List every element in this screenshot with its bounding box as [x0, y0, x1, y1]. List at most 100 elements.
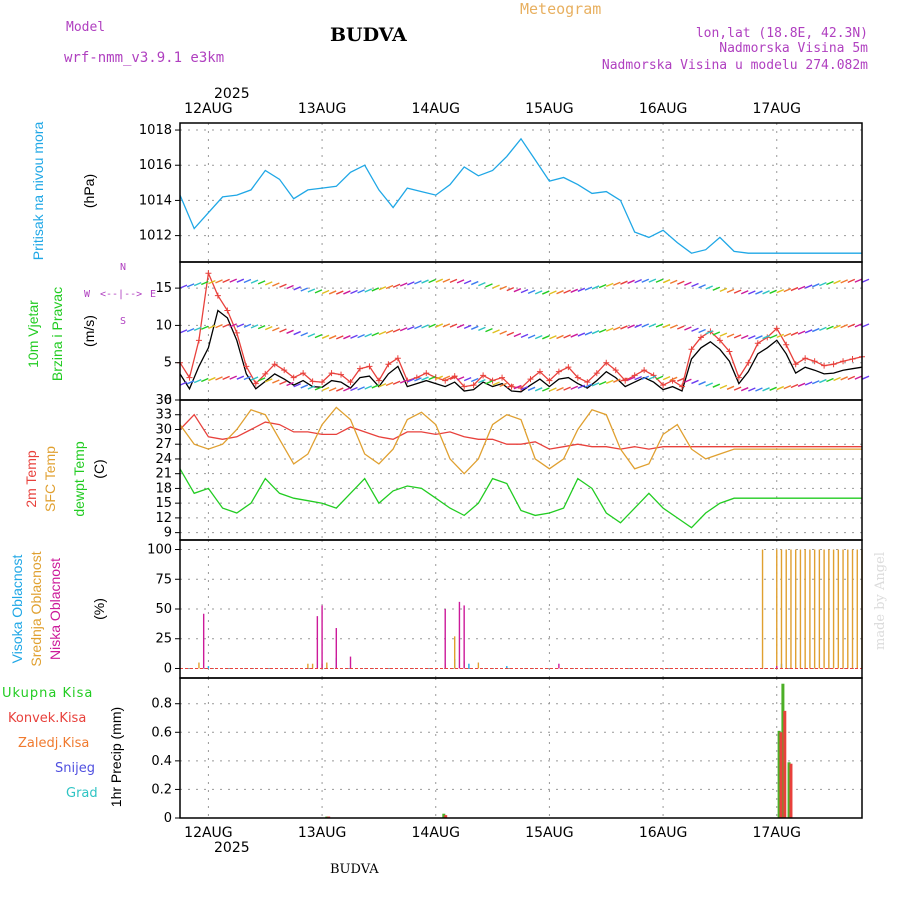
- wind-barb: [605, 379, 614, 385]
- wind-barb: [598, 328, 607, 334]
- wind-barb: [222, 278, 230, 284]
- wind-barb: [563, 334, 571, 339]
- grid-layer: [180, 123, 862, 819]
- wind-barb: [243, 323, 252, 328]
- wind-barb: [719, 287, 728, 293]
- footer-station: BUDVA: [330, 862, 379, 877]
- wind-barb: [435, 375, 444, 380]
- wind-barb: [257, 280, 266, 285]
- compass-w: W: [84, 289, 91, 300]
- wind-barb: [421, 324, 429, 329]
- axis-labels: 1012101410161018051015912151821242730333…: [139, 101, 801, 841]
- gust-marker: [290, 374, 297, 381]
- wind-barb: [186, 327, 195, 333]
- lonlat-label: lon,lat (18.8E, 42.3N): [695, 26, 868, 41]
- gust-marker: [536, 368, 543, 375]
- wind-barb: [740, 334, 749, 340]
- wind-barb: [605, 282, 614, 288]
- bar-srednja-oblacnost: [780, 549, 783, 669]
- wind-barb: [499, 382, 507, 388]
- wind-barb: [698, 328, 706, 334]
- wind-barb: [534, 290, 543, 295]
- wind-barb: [343, 387, 351, 392]
- gust-marker: [461, 383, 468, 390]
- wind-barb: [797, 285, 806, 290]
- wind-barb: [314, 386, 323, 391]
- wind-barb: [662, 279, 671, 284]
- wind-barb: [414, 377, 422, 382]
- wind-barb: [613, 281, 621, 286]
- wind-barb: [620, 280, 628, 285]
- wind-barb: [328, 335, 337, 340]
- wind-barb: [293, 286, 301, 291]
- y-tick-label: 0: [164, 393, 172, 408]
- bar-srednja-oblacnost: [832, 549, 835, 669]
- wind-barb: [648, 278, 657, 283]
- wind-barb: [854, 323, 863, 328]
- wind-barb: [250, 376, 259, 381]
- wind-barb: [847, 278, 856, 284]
- gust-marker: [679, 383, 686, 390]
- bar-ukupna-kisa: [442, 813, 446, 818]
- wind-barb: [215, 376, 223, 381]
- wind-barb: [385, 329, 394, 334]
- gust-marker: [224, 307, 231, 314]
- wind-barb: [463, 376, 472, 382]
- wind-barb: [435, 323, 444, 328]
- wind-barb: [819, 281, 827, 287]
- wind-barb: [236, 278, 245, 283]
- gust-marker: [821, 362, 828, 369]
- wind-barb: [691, 282, 699, 288]
- wind-barb: [186, 380, 195, 385]
- gust-marker: [271, 361, 278, 368]
- wind-barb: [634, 323, 642, 329]
- wind-barb: [627, 324, 635, 329]
- wind-barb: [321, 289, 330, 295]
- wind-barb: [371, 384, 380, 389]
- wind-barb: [584, 383, 593, 388]
- gust-marker: [716, 337, 723, 344]
- gust-marker: [356, 365, 363, 372]
- gust-marker: [527, 376, 534, 383]
- bar-ukupna-kisa: [777, 730, 781, 818]
- panel-frame-pressure: [179, 122, 863, 263]
- station-title: BUDVA: [330, 24, 407, 46]
- wind-barb: [328, 290, 337, 295]
- bar-srednja-oblacnost: [311, 663, 314, 669]
- wind-barb: [399, 282, 408, 287]
- wind-barb: [350, 289, 358, 295]
- bar-konvek-kisa: [779, 732, 783, 818]
- wind-barb: [662, 323, 671, 329]
- bar-srednja-oblacnost: [799, 549, 802, 669]
- y-tick-label: 24: [155, 452, 172, 467]
- wind-barb: [286, 381, 294, 387]
- gust-marker: [423, 370, 430, 377]
- wind-barb: [840, 376, 848, 381]
- wind-barb: [698, 284, 706, 289]
- wind-barb: [442, 278, 451, 283]
- wind-barb: [478, 282, 486, 287]
- wind-barb: [492, 329, 500, 334]
- wind-barb: [776, 288, 785, 294]
- gust-marker: [375, 377, 382, 384]
- wind-barb: [470, 377, 479, 383]
- bar-srednja-oblacnost: [809, 549, 811, 669]
- gust-marker: [745, 359, 752, 366]
- series-line-brzina: [179, 309, 863, 393]
- wind-barb: [854, 375, 863, 380]
- wind-barb: [421, 279, 429, 284]
- day-label-bottom: 16AUG: [639, 825, 688, 841]
- wind-barb: [293, 330, 301, 336]
- gust-marker: [252, 380, 259, 387]
- wind-barb: [613, 378, 621, 383]
- wind-barb: [655, 375, 664, 380]
- y-tick-label: 0.4: [151, 754, 172, 769]
- wind-barb: [534, 387, 543, 392]
- wind-barb: [229, 323, 238, 328]
- wind-barb: [449, 278, 458, 284]
- y-tick-label: 0: [164, 811, 172, 826]
- wind-barb: [485, 283, 493, 288]
- wind-barb: [804, 381, 813, 386]
- y-tick-label: 27: [155, 437, 172, 452]
